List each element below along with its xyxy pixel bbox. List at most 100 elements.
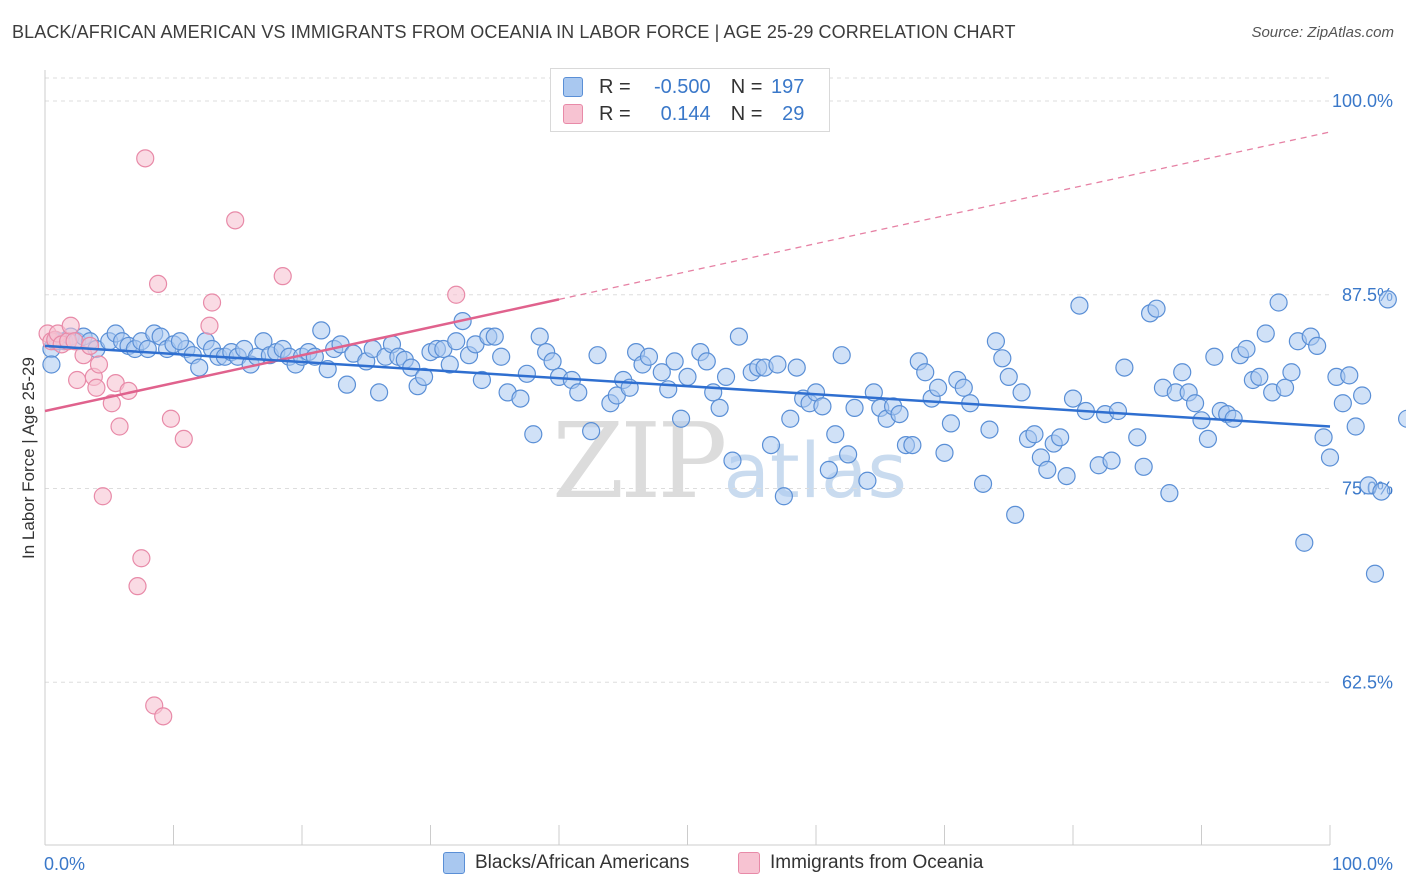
legend-r-value: -0.500 (653, 75, 711, 98)
point-oceania (102, 394, 121, 413)
point-oceania (136, 149, 155, 168)
point-blacks (1038, 460, 1057, 479)
point-oceania (161, 409, 181, 428)
bottom-legend-blacks: Blacks/African Americans (443, 852, 689, 874)
point-blacks (941, 414, 961, 433)
point-blacks (1320, 448, 1340, 467)
point-blacks (787, 358, 806, 377)
point-blacks (370, 383, 389, 402)
point-blacks (659, 380, 678, 399)
point-blacks (312, 321, 331, 340)
point-blacks (1006, 505, 1025, 524)
point-blacks (1308, 336, 1327, 355)
point-blacks (1224, 409, 1243, 428)
point-blacks (1134, 457, 1153, 476)
point-blacks (170, 332, 190, 351)
point-blacks (671, 409, 691, 428)
point-blacks (190, 358, 209, 377)
point-blacks (1333, 394, 1352, 413)
correlation-legend: R = -0.500 N = 197 R = 0.144 N = 29 (550, 68, 830, 132)
point-blacks (761, 436, 781, 455)
legend-r-label: R = (599, 75, 631, 98)
point-blacks (1012, 383, 1031, 402)
point-blacks (530, 327, 549, 346)
y-axis-title: In Labor Force | Age 25-29 (19, 357, 38, 559)
point-blacks (1057, 467, 1076, 486)
point-blacks (710, 398, 729, 417)
point-oceania (110, 417, 129, 436)
legend-row-blacks: R = -0.500 N = 197 (563, 75, 804, 99)
point-blacks (845, 398, 864, 417)
bottom-legend-swatch-pink (738, 852, 760, 874)
point-oceania (93, 487, 112, 506)
point-blacks (138, 339, 157, 359)
point-blacks (1314, 428, 1333, 447)
point-blacks (1378, 290, 1397, 309)
point-oceania (447, 285, 466, 304)
point-oceania (154, 707, 173, 726)
point-oceania (273, 267, 292, 286)
point-blacks (839, 445, 858, 464)
trendline-blacks (44, 344, 1331, 428)
point-blacks (768, 355, 787, 374)
point-blacks (832, 346, 851, 365)
bottom-legend-swatch-blue (443, 852, 465, 874)
watermark-atlas: atlas (723, 426, 907, 515)
point-blacks (1173, 363, 1192, 382)
point-blacks (1340, 366, 1359, 385)
point-oceania (61, 316, 80, 335)
point-blacks (980, 420, 999, 439)
point-blacks (1275, 378, 1295, 397)
point-blacks (916, 363, 935, 382)
point-blacks (1128, 428, 1147, 447)
point-blacks (813, 397, 832, 416)
point-blacks (973, 474, 993, 493)
point-blacks (511, 389, 530, 408)
source-label: Source: ZipAtlas.com (1251, 24, 1394, 41)
point-blacks (678, 367, 697, 386)
point-blacks (1147, 299, 1166, 318)
point-blacks (414, 367, 434, 386)
legend-n-value: 197 (771, 75, 805, 98)
point-blacks (954, 378, 973, 397)
point-blacks (1365, 564, 1385, 583)
point-blacks (1192, 411, 1211, 430)
legend-row-oceania: R = 0.144 N = 29 (563, 102, 804, 126)
point-blacks (1160, 484, 1179, 503)
point-blacks (1256, 324, 1275, 343)
point-blacks (1346, 417, 1365, 436)
point-blacks (569, 383, 588, 402)
point-blacks (774, 487, 793, 506)
point-blacks (492, 347, 511, 366)
point-blacks (524, 425, 543, 444)
point-blacks (1295, 533, 1314, 552)
point-blacks (1025, 425, 1044, 444)
point-blacks (993, 349, 1012, 368)
point-blacks (337, 375, 357, 394)
point-blacks (890, 405, 909, 424)
point-blacks (1353, 386, 1372, 405)
point-blacks (1269, 293, 1288, 312)
point-blacks (1198, 429, 1218, 448)
point-blacks (858, 471, 877, 490)
point-blacks (986, 332, 1006, 351)
point-blacks (1205, 347, 1224, 366)
point-oceania (148, 274, 168, 293)
point-blacks (999, 367, 1018, 386)
y-tick-label: 100.0% (1332, 91, 1393, 111)
point-blacks (716, 367, 736, 386)
bottom-legend-label: Immigrants from Oceania (770, 852, 984, 873)
point-blacks (1398, 409, 1406, 428)
point-oceania (80, 336, 100, 355)
point-blacks (723, 451, 742, 470)
legend-r-label: R = (599, 102, 631, 125)
point-blacks (819, 460, 838, 479)
point-blacks (517, 364, 536, 383)
point-blacks (42, 355, 61, 374)
point-blacks (903, 436, 922, 455)
legend-n-label: N = (730, 75, 763, 98)
legend-swatch-blue (563, 77, 583, 97)
point-blacks (697, 352, 716, 371)
point-oceania (68, 370, 87, 390)
zipatlas-watermark: ZIPatlas (552, 400, 907, 522)
